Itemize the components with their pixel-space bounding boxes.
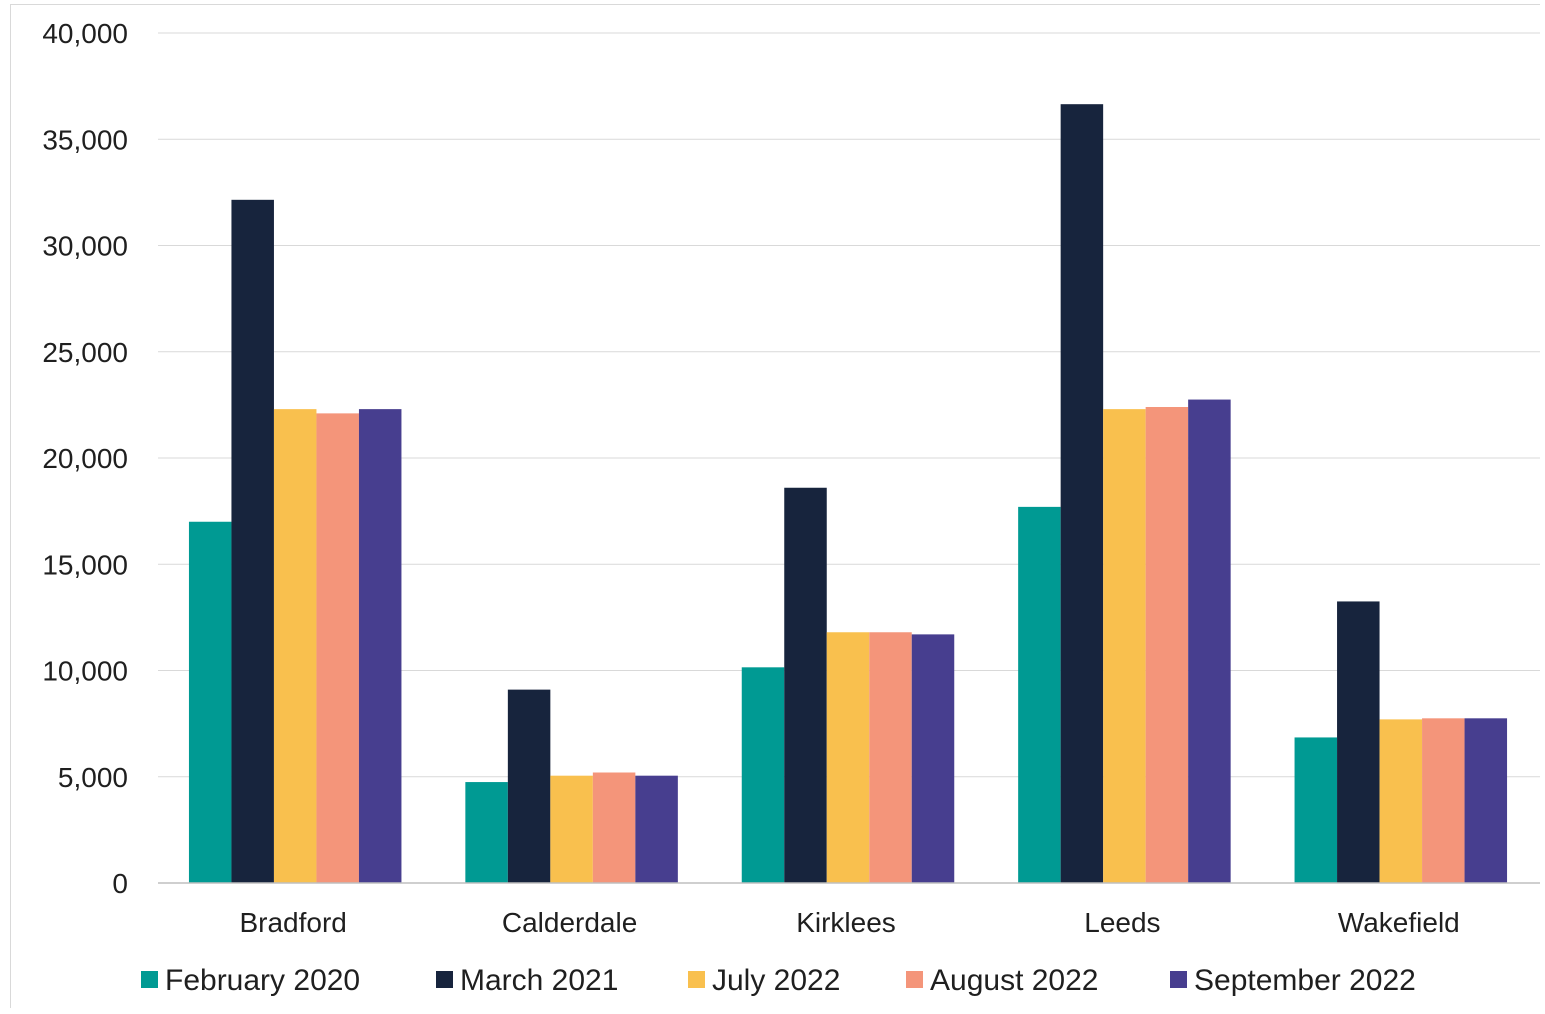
bar (911, 634, 955, 883)
bar (316, 413, 359, 883)
bar (592, 772, 636, 883)
legend-label: February 2020 (165, 964, 360, 997)
bar (358, 409, 402, 883)
bar (1422, 718, 1465, 883)
y-tick-label: 40,000 (42, 18, 128, 49)
bar (507, 689, 551, 883)
bar (188, 521, 232, 883)
y-tick-label: 5,000 (58, 762, 128, 793)
bar (231, 199, 274, 883)
y-tick-label: 20,000 (42, 443, 128, 474)
legend-label: August 2022 (930, 964, 1098, 997)
bar (1060, 104, 1104, 883)
legend-swatch (688, 971, 705, 988)
bar (273, 409, 317, 883)
bar (1103, 409, 1146, 883)
bar (1464, 718, 1508, 883)
y-tick-label: 25,000 (42, 337, 128, 368)
x-tick-label: Leeds (1084, 907, 1160, 938)
bar (1337, 601, 1380, 883)
x-tick-label: Bradford (239, 907, 346, 938)
y-tick-label: 35,000 (42, 124, 128, 155)
chart-frame (10, 4, 1540, 1008)
bar (1018, 506, 1061, 883)
bar (826, 632, 870, 883)
y-tick-label: 15,000 (42, 549, 128, 580)
bar (1145, 407, 1189, 883)
legend-swatch (141, 971, 158, 988)
y-axis: 0 5,000 10,000 15,000 20,000 25,000 30,000 35,0… (42, 18, 128, 899)
x-tick-label: Kirklees (796, 907, 896, 938)
legend-swatch (436, 971, 453, 988)
legend: February 2020 March 2021 July 2022 August 2… (141, 964, 1416, 997)
bar (550, 775, 593, 883)
bar (1294, 737, 1338, 883)
legend-label: July 2022 (712, 964, 840, 997)
bar (784, 487, 827, 883)
x-tick-label: Wakefield (1338, 907, 1460, 938)
y-tick-label: 30,000 (42, 231, 128, 262)
legend-label: March 2021 (460, 964, 618, 997)
bar (1188, 399, 1231, 883)
bar (1379, 719, 1423, 883)
bar (635, 775, 678, 883)
legend-label: September 2022 (1194, 964, 1416, 997)
legend-swatch (906, 971, 923, 988)
y-tick-label: 0 (112, 868, 128, 899)
bars (188, 104, 1508, 883)
bar (465, 782, 508, 883)
legend-swatch (1170, 971, 1187, 988)
bar (869, 632, 912, 883)
x-tick-label: Calderdale (502, 907, 637, 938)
x-axis: Bradford Calderdale Kirklees Leeds Wakefield (158, 882, 1540, 938)
bar (741, 667, 785, 883)
y-tick-label: 10,000 (42, 656, 128, 687)
